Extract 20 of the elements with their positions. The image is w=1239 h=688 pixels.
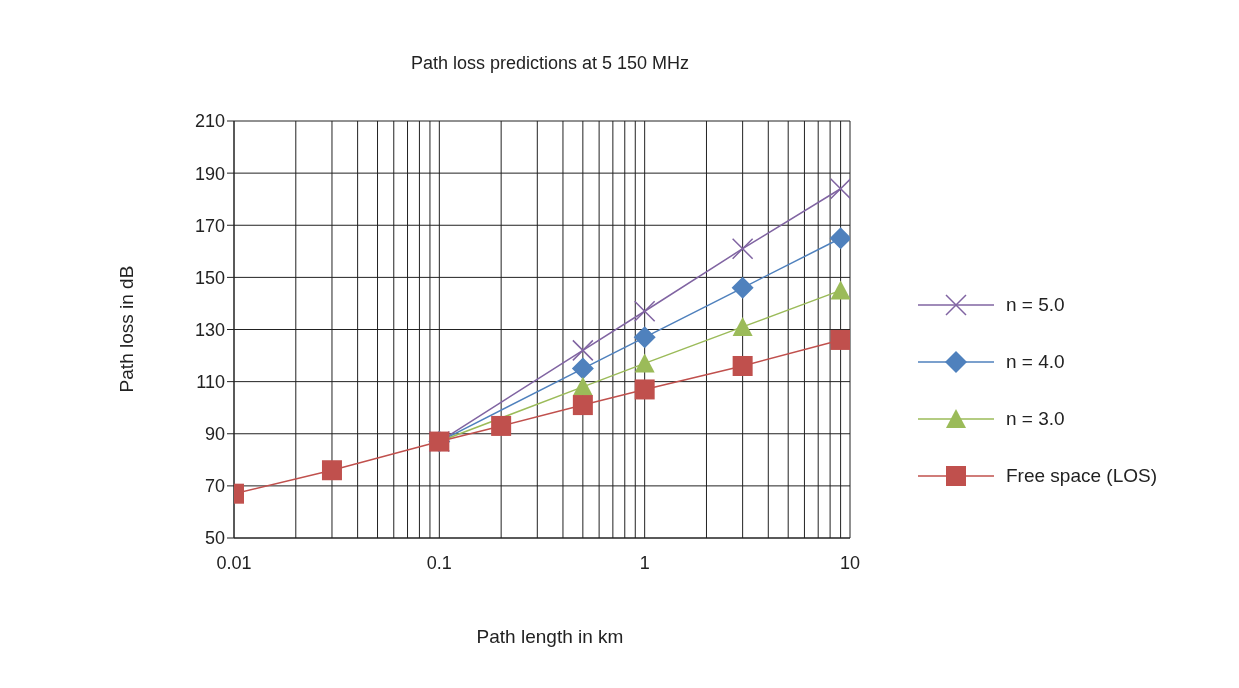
- x-tick-label: 0.01: [216, 552, 252, 573]
- y-tick-label: 190: [194, 163, 225, 184]
- y-tick-label: 70: [204, 476, 225, 497]
- x-tick-label: 0.1: [426, 552, 452, 573]
- x-axis-title: Path length in km: [475, 626, 625, 648]
- legend-label: Free space (LOS): [1006, 465, 1157, 487]
- y-axis-title: Path loss in dB: [116, 264, 138, 395]
- legend-label: n = 4.0: [1006, 351, 1065, 373]
- x-tick-label: 1: [639, 552, 650, 573]
- y-tick-label: 50: [204, 528, 225, 549]
- y-tick-label: 130: [194, 319, 225, 340]
- y-tick-label: 210: [194, 111, 225, 132]
- chart-title: Path loss predictions at 5 150 MHz: [409, 53, 691, 74]
- y-tick-label: 90: [204, 424, 225, 445]
- x-tick-label: 10: [839, 552, 861, 573]
- legend-label: n = 3.0: [1006, 408, 1065, 430]
- y-tick-label: 150: [194, 267, 225, 288]
- y-tick-label: 110: [196, 372, 225, 393]
- y-tick-label: 170: [194, 215, 225, 236]
- legend-label: n = 5.0: [1006, 294, 1065, 316]
